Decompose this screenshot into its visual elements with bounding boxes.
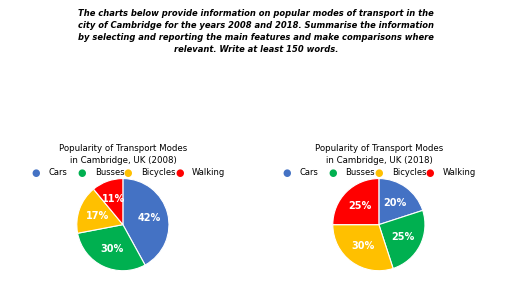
Text: Busses: Busses [95, 168, 124, 177]
Text: 30%: 30% [352, 241, 375, 251]
Text: 25%: 25% [348, 201, 372, 211]
Wedge shape [379, 211, 425, 268]
Title: Popularity of Transport Modes
in Cambridge, UK (2018): Popularity of Transport Modes in Cambrid… [315, 144, 443, 165]
Text: ●: ● [283, 168, 291, 178]
Wedge shape [78, 225, 145, 271]
Text: Bicycles: Bicycles [141, 168, 175, 177]
Text: Cars: Cars [49, 168, 68, 177]
Text: ●: ● [124, 168, 132, 178]
Text: 20%: 20% [383, 198, 406, 208]
Text: 30%: 30% [100, 244, 123, 254]
Text: ●: ● [175, 168, 183, 178]
Text: Walking: Walking [443, 168, 476, 177]
Wedge shape [333, 225, 393, 271]
Wedge shape [77, 189, 123, 233]
Text: ●: ● [78, 168, 86, 178]
Wedge shape [379, 179, 423, 225]
Wedge shape [123, 179, 169, 265]
Text: Bicycles: Bicycles [392, 168, 426, 177]
Text: The charts below provide information on popular modes of transport in the
city o: The charts below provide information on … [78, 9, 434, 54]
Wedge shape [94, 179, 123, 225]
Text: Cars: Cars [300, 168, 318, 177]
Text: ●: ● [32, 168, 40, 178]
Text: 42%: 42% [137, 213, 160, 223]
Text: ●: ● [426, 168, 434, 178]
Title: Popularity of Transport Modes
in Cambridge, UK (2008): Popularity of Transport Modes in Cambrid… [59, 144, 187, 165]
Text: 17%: 17% [86, 211, 110, 221]
Wedge shape [333, 179, 379, 225]
Text: 11%: 11% [102, 194, 125, 204]
Text: ●: ● [329, 168, 337, 178]
Text: ●: ● [375, 168, 383, 178]
Text: Walking: Walking [192, 168, 225, 177]
Text: Busses: Busses [346, 168, 375, 177]
Text: 25%: 25% [391, 232, 414, 242]
